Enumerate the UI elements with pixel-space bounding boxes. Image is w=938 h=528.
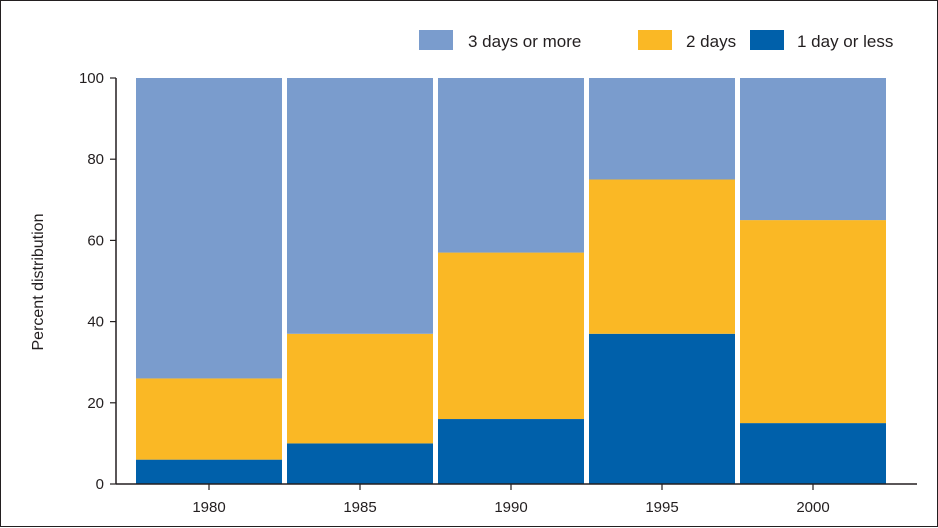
bar-1995-1-day-or-less <box>589 333 735 484</box>
x-tick-label-1990: 1990 <box>494 499 527 516</box>
legend-swatch-2-days <box>638 30 672 50</box>
legend-swatch-1-day-or-less <box>750 30 784 50</box>
bar-1985-1-day-or-less <box>287 443 433 484</box>
legend: 3 days or more 2 days 1 day or less <box>419 30 893 51</box>
y-axis-title: Percent distribution <box>30 214 47 351</box>
bar-2000-1-day-or-less <box>740 423 886 484</box>
bar-1980-2-days <box>136 378 282 460</box>
y-tick-label: 60 <box>87 232 104 249</box>
bar-1980-3-days-or-more <box>136 78 282 379</box>
bar-1990-1-day-or-less <box>438 419 584 484</box>
bar-1995-2-days <box>589 179 735 334</box>
bar-1990-3-days-or-more <box>438 78 584 253</box>
x-tick-label-1980: 1980 <box>192 499 225 516</box>
bar-2000-3-days-or-more <box>740 78 886 221</box>
bar-1995-3-days-or-more <box>589 78 735 180</box>
y-tick-label: 80 <box>87 151 104 168</box>
legend-label-1-day-or-less: 1 day or less <box>797 32 893 51</box>
x-tick-label-1985: 1985 <box>343 499 376 516</box>
x-axis: 1980 1985 1990 1995 2000 <box>116 483 917 516</box>
bar-1990-2-days <box>438 252 584 420</box>
y-tick-label: 40 <box>87 314 104 331</box>
legend-label-3-days-or-more: 3 days or more <box>468 32 581 51</box>
y-axis: 0 20 40 60 80 100 <box>79 70 117 493</box>
bars <box>136 78 886 484</box>
legend-label-2-days: 2 days <box>686 32 736 51</box>
y-tick-label: 20 <box>87 395 104 412</box>
x-tick-label-2000: 2000 <box>796 499 829 516</box>
bar-1985-2-days <box>287 333 433 444</box>
x-tick-label-1995: 1995 <box>645 499 678 516</box>
bar-1980-1-day-or-less <box>136 459 282 484</box>
bar-2000-2-days <box>740 220 886 424</box>
y-tick-label: 100 <box>79 70 104 87</box>
legend-swatch-3-days-or-more <box>419 30 453 50</box>
y-tick-label: 0 <box>96 476 104 493</box>
bar-1985-3-days-or-more <box>287 78 433 334</box>
